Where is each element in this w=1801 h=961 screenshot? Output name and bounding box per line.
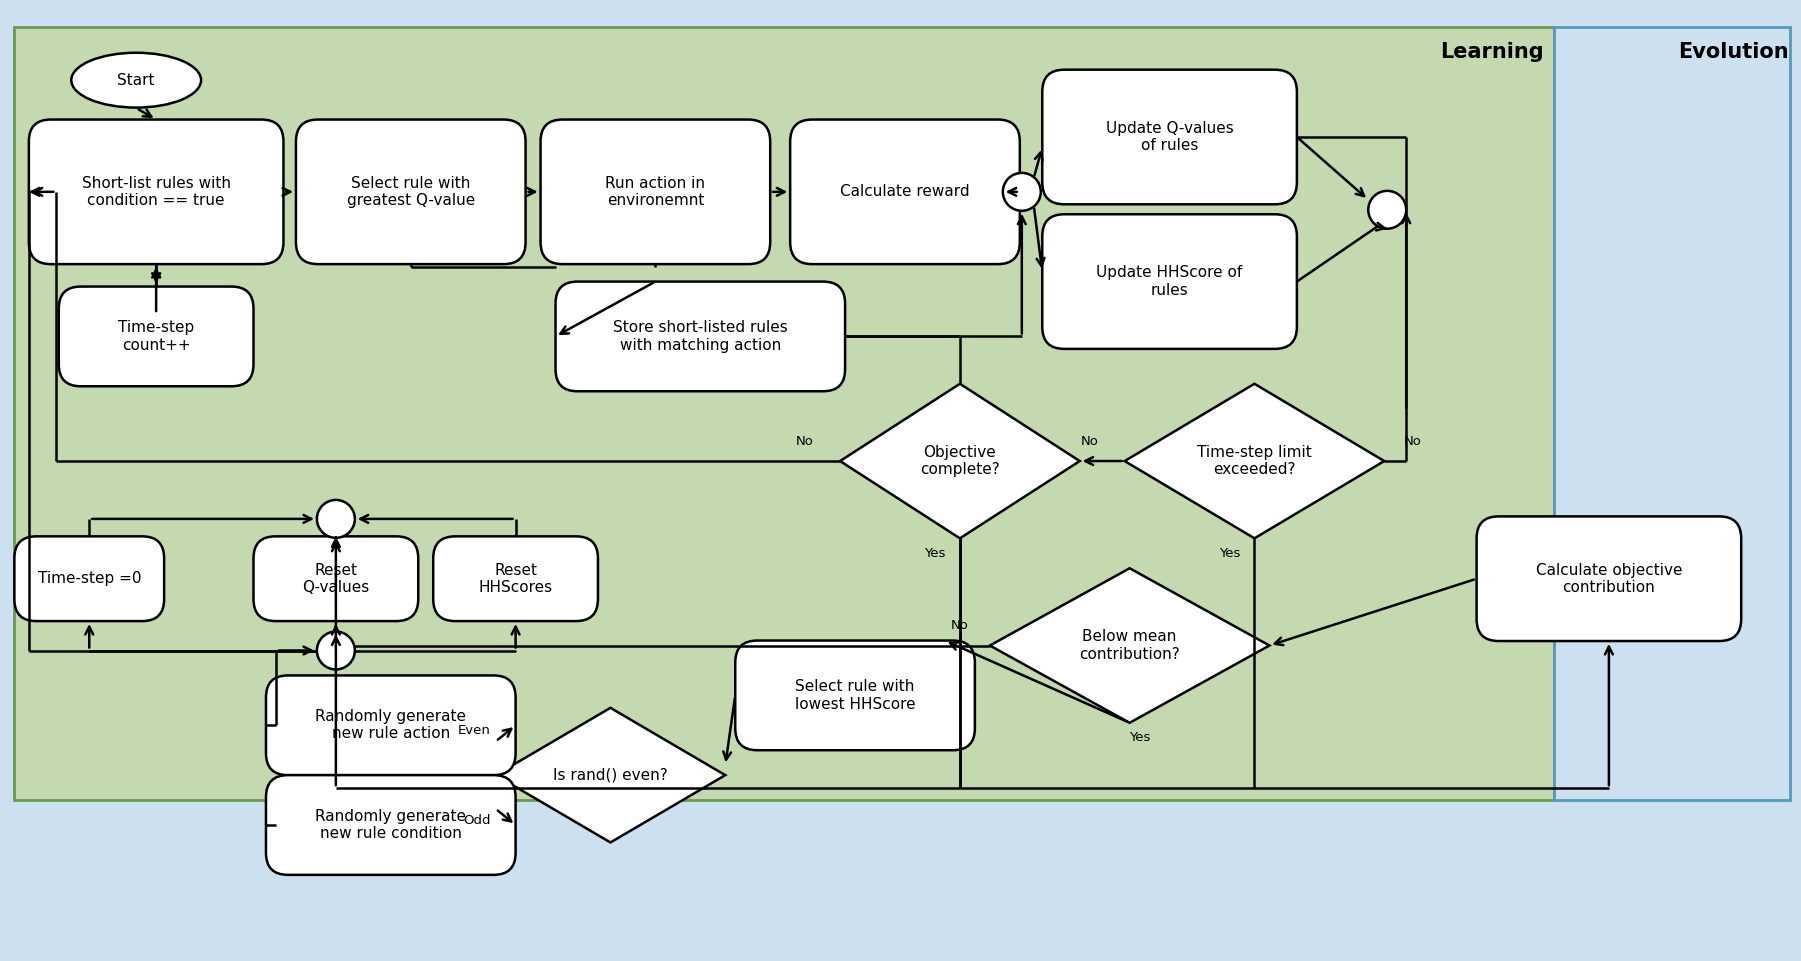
Text: Store short-listed rules
with matching action: Store short-listed rules with matching a… <box>612 320 787 353</box>
Text: No: No <box>796 434 814 448</box>
Text: Yes: Yes <box>1129 731 1151 744</box>
Text: Evolution: Evolution <box>1679 42 1788 62</box>
Text: No: No <box>951 619 969 632</box>
Polygon shape <box>839 383 1081 538</box>
Text: Yes: Yes <box>924 547 946 560</box>
Text: Update HHScore of
rules: Update HHScore of rules <box>1097 265 1243 298</box>
Text: Objective
complete?: Objective complete? <box>920 445 1000 478</box>
Text: Update Q-values
of rules: Update Q-values of rules <box>1106 121 1234 153</box>
Text: Reset
HHScores: Reset HHScores <box>479 562 553 595</box>
Text: Is rand() even?: Is rand() even? <box>553 768 668 782</box>
Circle shape <box>317 631 355 670</box>
Text: Time-step =0: Time-step =0 <box>38 571 140 586</box>
Text: Run action in
environemnt: Run action in environemnt <box>605 176 706 208</box>
Text: Calculate reward: Calculate reward <box>841 185 969 199</box>
FancyBboxPatch shape <box>254 536 418 621</box>
Text: Even: Even <box>457 724 490 737</box>
Text: Select rule with
greatest Q-value: Select rule with greatest Q-value <box>346 176 475 208</box>
Text: Learning: Learning <box>1441 42 1543 62</box>
Circle shape <box>317 500 355 538</box>
Text: Below mean
contribution?: Below mean contribution? <box>1079 629 1180 662</box>
FancyBboxPatch shape <box>267 676 515 776</box>
Text: No: No <box>1405 434 1423 448</box>
FancyBboxPatch shape <box>791 119 1019 264</box>
Text: Time-step limit
exceeded?: Time-step limit exceeded? <box>1198 445 1311 478</box>
Polygon shape <box>991 568 1270 723</box>
Text: Randomly generate
new rule action: Randomly generate new rule action <box>315 709 466 742</box>
FancyBboxPatch shape <box>434 536 598 621</box>
FancyBboxPatch shape <box>14 27 1554 801</box>
Text: Reset
Q-values: Reset Q-values <box>303 562 369 595</box>
Polygon shape <box>1124 383 1385 538</box>
FancyBboxPatch shape <box>29 119 283 264</box>
FancyBboxPatch shape <box>555 282 845 391</box>
Text: Start: Start <box>117 73 155 87</box>
Text: Calculate objective
contribution: Calculate objective contribution <box>1536 562 1682 595</box>
FancyBboxPatch shape <box>1554 27 1790 801</box>
Text: Yes: Yes <box>1219 547 1241 560</box>
FancyBboxPatch shape <box>540 119 771 264</box>
Text: Time-step
count++: Time-step count++ <box>119 320 195 353</box>
FancyBboxPatch shape <box>1043 70 1297 205</box>
Ellipse shape <box>72 53 202 108</box>
FancyBboxPatch shape <box>295 119 526 264</box>
Text: Select rule with
lowest HHScore: Select rule with lowest HHScore <box>794 679 915 711</box>
FancyBboxPatch shape <box>735 641 974 751</box>
FancyBboxPatch shape <box>1477 516 1742 641</box>
Polygon shape <box>495 708 726 843</box>
FancyBboxPatch shape <box>267 776 515 875</box>
Circle shape <box>1369 191 1407 229</box>
Text: Short-list rules with
condition == true: Short-list rules with condition == true <box>81 176 231 208</box>
Circle shape <box>1003 173 1041 210</box>
Text: Randomly generate
new rule condition: Randomly generate new rule condition <box>315 809 466 841</box>
FancyBboxPatch shape <box>14 536 164 621</box>
Text: Odd: Odd <box>463 814 490 826</box>
FancyBboxPatch shape <box>1043 214 1297 349</box>
FancyBboxPatch shape <box>59 286 254 386</box>
Text: No: No <box>1081 434 1099 448</box>
